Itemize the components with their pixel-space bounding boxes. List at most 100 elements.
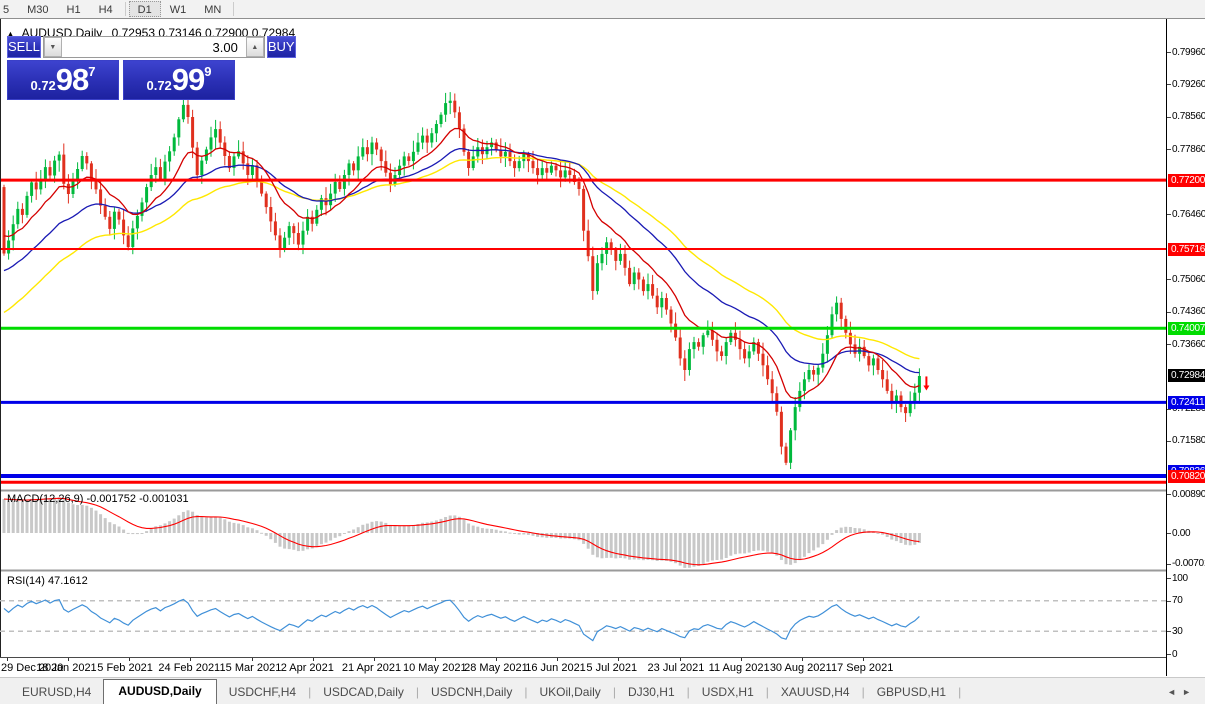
one-click-trading-widget: SELL ▼ ▲ BUY 0.72 98 7 bbox=[7, 36, 296, 100]
timeframe-button-5[interactable]: 5 bbox=[3, 4, 10, 16]
tabs-scroll-arrows[interactable]: ◄► bbox=[1167, 687, 1197, 697]
date-tick-mark bbox=[68, 658, 70, 661]
chart-tab-usdchf-h4[interactable]: USDCHF,H4 bbox=[228, 685, 297, 699]
date-label: 16 Jun 2021 bbox=[525, 662, 586, 674]
date-label: 5 Jul 2021 bbox=[586, 662, 638, 674]
tab-separator: | bbox=[524, 685, 528, 699]
axis-price-label: 0.76460 bbox=[1172, 208, 1205, 220]
date-label: 10 May 2021 bbox=[402, 662, 467, 674]
macd-label: MACD(12,26,9) -0.001752 -0.001031 bbox=[7, 493, 189, 505]
price-level-badge: 0.72984 bbox=[1168, 369, 1205, 383]
axis-price-label: 100 bbox=[1172, 572, 1188, 584]
volume-decrease-button[interactable]: ▼ bbox=[43, 37, 62, 57]
axis-tick-mark bbox=[1167, 654, 1171, 655]
timeframe-toolbar: 5 M30 H1 H4 D1 W1 MN bbox=[0, 0, 1205, 19]
tab-separator: | bbox=[686, 685, 690, 699]
axis-tick-mark bbox=[1167, 344, 1171, 346]
tab-separator: | bbox=[308, 685, 312, 699]
triangle-down-icon: ▼ bbox=[49, 44, 57, 51]
axis-tick-mark bbox=[1167, 311, 1171, 313]
buy-price-pipette: 9 bbox=[204, 64, 212, 79]
date-label: 21 Apr 2021 bbox=[341, 662, 402, 674]
chart-area[interactable]: ▲ AUDUSD,Daily 0.72953 0.73146 0.72900 0… bbox=[0, 19, 1166, 676]
date-label: 2 Apr 2021 bbox=[280, 662, 334, 674]
tab-separator: | bbox=[415, 685, 419, 699]
collapse-trading-panel-icon[interactable]: ▲ bbox=[6, 29, 15, 39]
chart-tab-usdcnh-daily[interactable]: USDCNH,Daily bbox=[431, 685, 513, 699]
sell-price-display[interactable]: 0.72 98 7 bbox=[7, 60, 119, 100]
date-tick-mark bbox=[862, 658, 864, 661]
candlestick-chart[interactable] bbox=[0, 19, 1166, 657]
buy-button[interactable]: BUY bbox=[266, 36, 296, 58]
date-label: 18 Jan 2021 bbox=[36, 662, 97, 674]
axis-price-label: 0.00 bbox=[1172, 527, 1191, 539]
sell-button[interactable]: SELL bbox=[7, 36, 41, 58]
date-tick-mark bbox=[7, 658, 8, 661]
chart-tab-audusd-daily[interactable]: AUDUSD,Daily bbox=[103, 679, 217, 704]
axis-price-label: 0.008904 bbox=[1172, 488, 1205, 500]
timeframe-button-d1[interactable]: D1 bbox=[128, 1, 161, 17]
timeframe-button-m30[interactable]: M30 bbox=[27, 4, 49, 16]
sell-price-prefix: 0.72 bbox=[30, 77, 56, 93]
date-label: 11 Aug 2021 bbox=[708, 662, 770, 674]
date-tick-mark bbox=[129, 658, 131, 661]
tab-separator: | bbox=[612, 685, 616, 699]
axis-tick-mark bbox=[1167, 52, 1171, 53]
chart-tab-ukoil-daily[interactable]: UKOil,Daily bbox=[539, 685, 601, 699]
axis-tick-mark bbox=[1167, 631, 1171, 633]
date-tick-mark bbox=[618, 658, 620, 661]
timeframe-button-mn[interactable]: MN bbox=[204, 4, 222, 16]
tabs-scroll-left-icon[interactable]: ◄ bbox=[1167, 687, 1183, 697]
axis-tick-mark bbox=[1167, 494, 1171, 496]
chart-tab-usdx-h1[interactable]: USDX,H1 bbox=[701, 685, 754, 699]
axis-price-label: 0.79960 bbox=[1172, 46, 1205, 58]
axis-price-label: 0.78560 bbox=[1172, 111, 1205, 123]
volume-input[interactable] bbox=[61, 37, 246, 57]
date-tick-mark bbox=[801, 658, 803, 661]
toolbar-separator bbox=[124, 2, 126, 16]
date-tick-mark bbox=[434, 658, 436, 661]
date-label: 28 May 2021 bbox=[464, 662, 528, 674]
buy-price-display[interactable]: 0.72 99 9 bbox=[123, 60, 235, 100]
axis-tick-mark bbox=[1167, 214, 1171, 216]
axis-price-label: 0.73660 bbox=[1172, 338, 1205, 350]
date-tick-mark bbox=[373, 658, 375, 661]
tab-separator: | bbox=[861, 685, 865, 699]
date-tick-mark bbox=[312, 658, 314, 661]
rsi-label: RSI(14) 47.1612 bbox=[7, 575, 88, 587]
volume-stepper: ▼ ▲ bbox=[42, 36, 265, 58]
axis-price-label: 0.77860 bbox=[1172, 143, 1205, 155]
timeframe-button-h4[interactable]: H4 bbox=[98, 4, 113, 16]
price-level-badge: 0.72411 bbox=[1168, 395, 1205, 409]
timeframe-button-h1[interactable]: H1 bbox=[66, 4, 81, 16]
date-tick-mark bbox=[190, 658, 192, 661]
axis-price-label: 0 bbox=[1172, 648, 1178, 660]
axis-tick-mark bbox=[1167, 578, 1171, 579]
chart-tab-xauusd-h4[interactable]: XAUUSD,H4 bbox=[780, 685, 850, 699]
date-tick-mark bbox=[251, 658, 253, 661]
chart-tab-eurusd-h4[interactable]: EURUSD,H4 bbox=[22, 685, 92, 699]
axis-tick-mark bbox=[1167, 279, 1171, 281]
axis-price-label: 0.71580 bbox=[1172, 435, 1205, 447]
chart-tab-usdcad-daily[interactable]: USDCAD,Daily bbox=[323, 685, 404, 699]
date-tick-mark bbox=[496, 658, 498, 661]
chart-tab-gbpusd-h1[interactable]: GBPUSD,H1 bbox=[876, 685, 947, 699]
axis-price-label: 30 bbox=[1172, 625, 1183, 637]
date-tick-mark bbox=[740, 658, 742, 661]
axis-tick-mark bbox=[1167, 563, 1171, 565]
axis-price-label: 0.74360 bbox=[1172, 306, 1205, 318]
date-label: 29 Dec 2020 bbox=[1, 662, 64, 674]
axis-tick-mark bbox=[1167, 440, 1171, 442]
tabs-scroll-right-icon[interactable]: ► bbox=[1182, 687, 1197, 697]
volume-increase-button[interactable]: ▲ bbox=[245, 37, 264, 57]
axis-tick-mark bbox=[1167, 116, 1171, 118]
axis-tick-mark bbox=[1167, 408, 1171, 410]
timeframe-button-w1[interactable]: W1 bbox=[169, 4, 187, 16]
chart-tab-dj30-h1[interactable]: DJ30,H1 bbox=[627, 685, 675, 699]
date-axis[interactable]: 29 Dec 2020 18 Jan 2021 5 Feb 2021 24 Feb 2… bbox=[0, 657, 1166, 676]
tab-separator: | bbox=[765, 685, 769, 699]
price-axis[interactable]: 0.79960 0.79260 0.78560 0.77860 0.76460 0.750… bbox=[1166, 19, 1205, 676]
chart-tabs-bar: EURUSD,H4 AUDUSD,Daily USDCHF,H4 | USDCAD,Da… bbox=[0, 677, 1205, 704]
